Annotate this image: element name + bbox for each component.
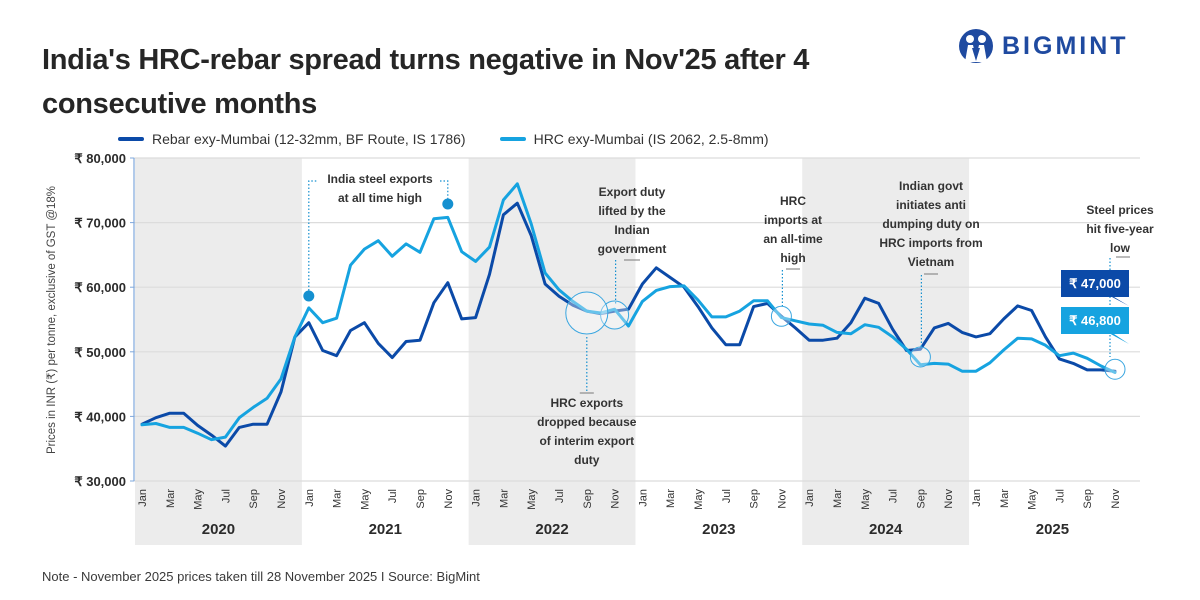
annotation-text-anti-dumping: Indian govt [899, 179, 963, 193]
legend-label-rebar: Rebar exy-Mumbai (12-32mm, BF Route, IS … [152, 131, 466, 147]
x-tick-label: Sep [248, 489, 260, 509]
annotation-ring [565, 291, 609, 335]
x-tick-label: Nov [1110, 489, 1122, 509]
annotation-text-imports-high: high [780, 251, 805, 265]
annotation-text-duty-lifted: Export duty [599, 185, 666, 199]
x-tick-label: Mar [498, 489, 510, 508]
annotation-leader [440, 180, 449, 204]
annotation-ring [909, 346, 931, 368]
y-tick-label: ₹ 60,000 [74, 280, 126, 295]
x-tick-label: Nov [776, 489, 788, 509]
x-tick-label: Jan [137, 489, 149, 507]
x-tick-label: Jan [971, 489, 983, 507]
annotation-text-exports-dropped: duty [574, 453, 600, 467]
y-tick-label: ₹ 30,000 [74, 474, 126, 489]
year-label-2023: 2023 [702, 521, 735, 538]
x-tick-label: May [1027, 489, 1039, 510]
series-line-rebar [140, 201, 1117, 448]
annotation-text-exports-dropped: dropped because [537, 415, 637, 429]
x-tick-label: Sep [1082, 489, 1094, 509]
x-tick-label: Jul [888, 489, 900, 503]
x-tick-label: Mar [665, 489, 677, 508]
legend-item-hrc: HRC exy-Mumbai (IS 2062, 2.5-8mm) [499, 131, 769, 147]
x-tick-label: Jul [387, 489, 399, 503]
annotation-text-exports-dropped: HRC exports [550, 396, 623, 410]
footer-note: Note - November 2025 prices taken till 2… [42, 569, 480, 584]
annotation-text-imports-high: an all-time [763, 232, 823, 246]
x-tick-label: Nov [276, 489, 288, 509]
y-axis-title: Prices in INR (₹) per tonne, exclusive o… [46, 186, 58, 454]
x-tick-label: Jul [1054, 489, 1066, 503]
chart-legend: Rebar exy-Mumbai (12-32mm, BF Route, IS … [118, 131, 769, 147]
annotation-text-anti-dumping: dumping duty on [882, 217, 979, 231]
x-tick-label: Sep [582, 489, 594, 509]
legend-swatch-hrc [499, 137, 526, 141]
x-tick-label: Jan [637, 489, 649, 507]
x-tick-label: Sep [749, 489, 761, 509]
x-tick-label: May [526, 489, 538, 510]
annotation-text-anti-dumping: initiates anti [896, 198, 966, 212]
annotation-text-duty-lifted: government [598, 242, 667, 256]
x-tick-label: Mar [165, 489, 177, 508]
annotation-text-duty-lifted: lifted by the [598, 204, 666, 218]
x-tick-label: Jul [220, 489, 232, 503]
legend-label-hrc: HRC exy-Mumbai (IS 2062, 2.5-8mm) [533, 131, 769, 147]
annotation-text-imports-high: HRC [780, 194, 806, 208]
callout-label-rebar: ₹ 47,000 [1069, 276, 1121, 291]
annotation-text-anti-dumping: Vietnam [908, 255, 954, 269]
x-tick-label: Sep [415, 489, 427, 509]
y-tick-label: ₹ 80,000 [74, 151, 126, 166]
annotation-ring [1104, 358, 1126, 380]
callout-box-rebar [1061, 270, 1129, 297]
x-tick-label: Jul [554, 489, 566, 503]
y-tick-label: ₹ 70,000 [74, 216, 126, 231]
annotation-text-exports-high: at all time high [338, 191, 422, 205]
bigmint-logo-text: BIGMINT [1002, 31, 1129, 60]
x-tick-label: May [193, 489, 205, 510]
x-tick-label: Mar [332, 489, 344, 508]
year-label-2021: 2021 [369, 521, 402, 538]
legend-item-rebar: Rebar exy-Mumbai (12-32mm, BF Route, IS … [118, 131, 466, 147]
year-label-2025: 2025 [1036, 521, 1069, 538]
x-tick-label: Jan [804, 489, 816, 507]
annotation-marker-dot [442, 198, 454, 210]
annotation-text-exports-dropped: of interim export [539, 434, 634, 448]
year-label-2024: 2024 [869, 521, 903, 538]
x-tick-label: Nov [943, 489, 955, 509]
legend-swatch-rebar [118, 137, 144, 141]
annotation-text-anti-dumping: HRC imports from [879, 236, 982, 250]
series-line-hrc [140, 182, 1117, 442]
year-label-2020: 2020 [202, 521, 235, 538]
x-tick-label: May [359, 489, 371, 510]
y-tick-label: ₹ 40,000 [74, 409, 126, 424]
x-tick-label: May [693, 489, 705, 510]
x-tick-label: Jul [721, 489, 733, 503]
annotation-leader [308, 180, 318, 294]
x-tick-label: Jan [304, 489, 316, 507]
x-tick-label: Jan [471, 489, 483, 507]
x-tick-label: Sep [915, 489, 927, 509]
annotation-ring [770, 305, 792, 327]
x-tick-label: Nov [610, 489, 622, 509]
bigmint-logo-icon [959, 29, 993, 63]
annotation-text-exports-high: India steel exports [327, 172, 433, 186]
chart-title: India's HRC-rebar spread turns negative … [42, 44, 810, 120]
y-tick-label: ₹ 50,000 [74, 345, 126, 360]
x-tick-label: Nov [443, 489, 455, 509]
annotation-text-five-year-low: Steel prices [1086, 203, 1154, 217]
x-tick-label: Mar [832, 489, 844, 508]
year-label-2022: 2022 [535, 521, 568, 538]
annotation-marker-dot [303, 290, 315, 302]
callout-box-hrc [1061, 307, 1129, 334]
annotation-text-five-year-low: hit five-year [1086, 222, 1154, 236]
bigmint-logo: BIGMINT [958, 26, 1129, 66]
x-tick-label: May [860, 489, 872, 510]
x-tick-label: Mar [999, 489, 1011, 508]
annotation-text-imports-high: imports at [764, 213, 822, 227]
annotation-text-duty-lifted: Indian [614, 223, 649, 237]
annotation-text-five-year-low: low [1110, 241, 1131, 255]
callout-label-hrc: ₹ 46,800 [1069, 313, 1121, 328]
